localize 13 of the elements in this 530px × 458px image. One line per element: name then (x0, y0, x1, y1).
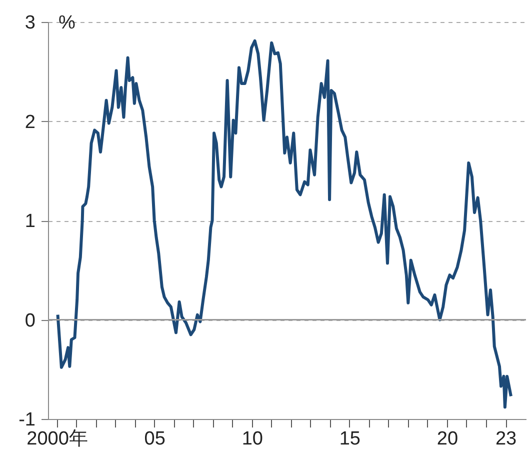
x-tick-label: 20 (436, 428, 458, 450)
y-tick-label: 0 (24, 310, 36, 332)
x-tick-label: 2000年 (26, 428, 88, 450)
y-tick-label: 3 (24, 12, 36, 34)
y-tick-label: -1 (18, 410, 36, 430)
y-axis-title: % (58, 12, 76, 34)
x-tick-label: 05 (144, 428, 166, 450)
x-tick-label: 10 (242, 428, 263, 450)
x-tick-label: 23 (495, 428, 517, 450)
y-tick-label: 2 (24, 112, 36, 133)
x-tick-label: 15 (339, 428, 361, 450)
y-tick-label: 1 (24, 211, 36, 232)
line-series (56, 39, 512, 409)
